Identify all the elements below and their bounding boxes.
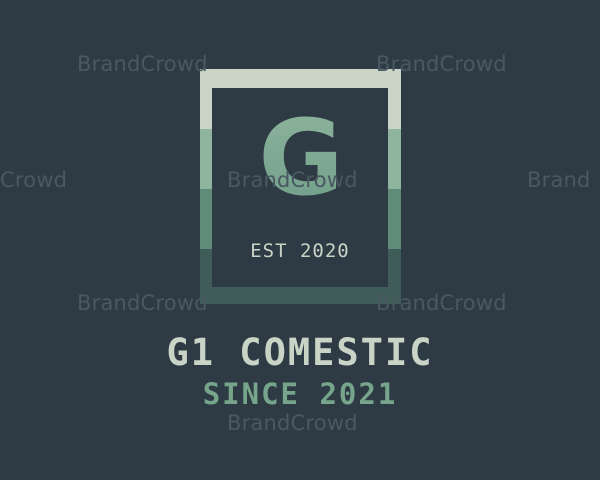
watermark-partial-right: Brand — [527, 168, 591, 192]
watermark: BrandCrowd — [227, 168, 358, 192]
watermark: BrandCrowd — [77, 52, 208, 76]
watermark: BrandCrowd — [376, 291, 507, 315]
monogram-letter: G — [258, 114, 343, 200]
established-text: EST 2020 — [250, 240, 350, 262]
watermark: BrandCrowd — [227, 411, 358, 435]
logo-inner-panel — [212, 88, 388, 287]
tagline: SINCE 2021 — [202, 377, 398, 411]
watermark: BrandCrowd — [376, 52, 507, 76]
watermark-partial-left: Crowd — [0, 168, 68, 192]
watermark: BrandCrowd — [77, 291, 208, 315]
brand-name: G1 COMESTIC — [166, 331, 434, 374]
monogram-text: G — [258, 114, 343, 200]
